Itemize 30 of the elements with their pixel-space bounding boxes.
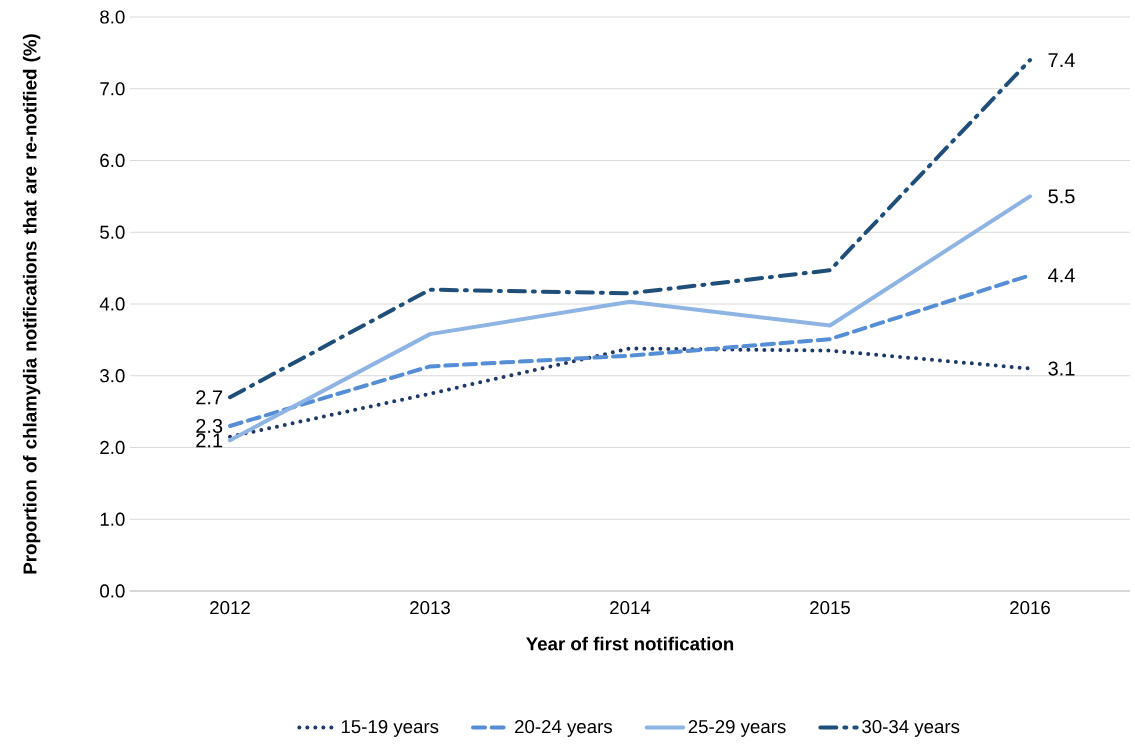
y-tick-label: 4.0 [99,297,125,311]
y-tick-label: 6.0 [100,153,125,168]
data-label: 2.1 [196,433,223,448]
y-tick-label: 3.0 [100,369,125,383]
y-tick-label: 8.0 [100,10,125,24]
legend-label: 30-34 years [862,719,960,737]
legend-label: 15-19 years [341,719,439,737]
y-tick-label: 5.0 [100,225,125,239]
data-label: 2.7 [196,390,223,405]
x-tick-label: 2015 [810,601,850,615]
x-tick-label: 2013 [410,601,450,615]
line-series [228,346,1032,439]
data-label: 3.1 [1048,361,1075,376]
y-axis-title: Proportion of chlamydia notifications that are re-notified (%) [22,34,41,574]
data-label: 2.3 [196,418,223,434]
y-tick-label: 0.0 [100,584,125,598]
legend-label: 25-29 years [688,719,786,737]
y-tick-label: 2.0 [100,440,125,455]
x-tick-label: 2012 [210,601,250,615]
x-tick-label: 2016 [1010,601,1050,615]
x-axis-title: Year of first notification [526,636,734,651]
legend-label: 20-24 years [515,719,612,737]
line-series [228,194,1032,443]
data-label: 7.4 [1048,53,1075,67]
data-label: 4.4 [1048,268,1075,283]
data-label: 5.5 [1048,189,1075,204]
line-series [228,58,1032,400]
y-tick-label: 1.0 [100,512,125,526]
x-tick-label: 2014 [610,601,651,615]
y-tick-label: 7.0 [100,82,125,96]
